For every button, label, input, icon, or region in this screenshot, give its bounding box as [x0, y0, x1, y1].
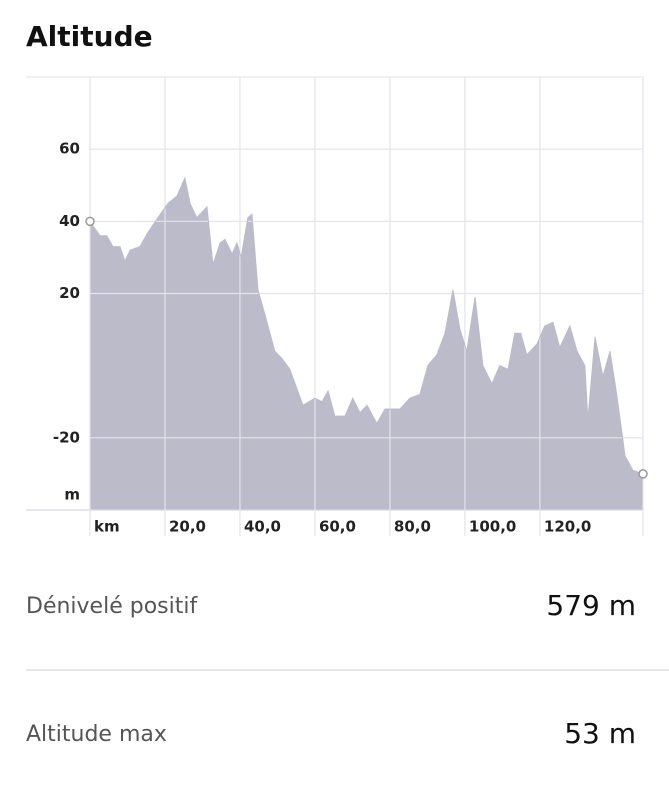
x-tick-label: 20,0: [169, 518, 206, 536]
y-tick-label: m: [64, 486, 80, 504]
y-tick-label: -20: [53, 428, 80, 446]
end-marker: [638, 469, 648, 479]
chart: m -20 20 40 60 km 20,0 40,0 60,0 80,0 100,0 120,0: [26, 76, 648, 536]
y-tick-label: 60: [59, 140, 80, 158]
x-tick-label: 60,0: [319, 518, 356, 536]
stat-value: 53 m: [564, 717, 636, 750]
section-title: Altitude: [26, 20, 153, 53]
stat-label: Dénivelé positif: [26, 594, 198, 619]
stat-value: 579 m: [546, 589, 636, 622]
x-tick-label: 40,0: [244, 518, 281, 536]
x-tick-label: 120,0: [544, 518, 591, 536]
y-tick-label: 40: [59, 212, 80, 230]
area-fill: [90, 178, 643, 511]
area-line: [89, 176, 644, 475]
x-tick-label: 100,0: [469, 518, 516, 536]
x-tick-label: 80,0: [394, 518, 431, 536]
end-marker: [85, 216, 95, 227]
y-tick-label: 20: [59, 284, 80, 302]
stat-label: Altitude max: [26, 722, 167, 747]
x-tick-label: km: [94, 518, 120, 536]
